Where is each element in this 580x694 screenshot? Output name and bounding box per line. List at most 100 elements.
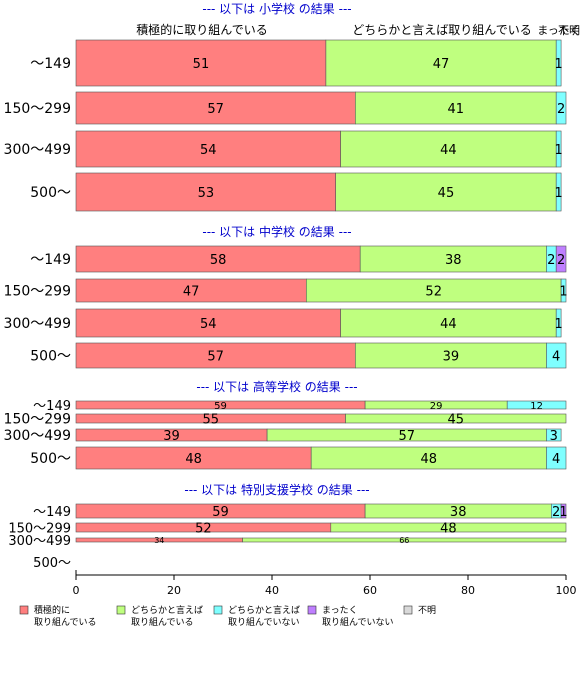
- data-label: 55: [202, 412, 219, 427]
- data-label: 58: [210, 253, 227, 268]
- category-label: 500〜: [33, 556, 71, 571]
- x-tick-label: 20: [167, 584, 181, 597]
- data-label: 2: [547, 253, 555, 268]
- group-title-3: --- 以下は 高等学校 の結果 ---: [196, 379, 357, 394]
- data-label: 59: [212, 505, 229, 520]
- x-tick-label: 100: [556, 584, 577, 597]
- category-label: 300〜499: [4, 316, 71, 332]
- data-label: 57: [398, 429, 415, 444]
- data-label: 53: [198, 186, 215, 201]
- legend-label: 取り組んでいる: [34, 616, 97, 628]
- group-title-1: --- 以下は 小学校 の結果 ---: [202, 1, 351, 16]
- bar-segment: [242, 537, 567, 543]
- data-label: 41: [447, 102, 464, 117]
- bar-segment: [75, 245, 361, 273]
- legend-swatch: [213, 605, 223, 615]
- data-label: 4: [552, 452, 560, 467]
- data-label: 38: [445, 253, 462, 268]
- bar-segment: [555, 308, 562, 338]
- data-label: 59: [214, 401, 227, 412]
- bar-segment: [555, 39, 562, 87]
- data-label: 4: [552, 349, 560, 364]
- group-title-2: --- 以下は 中学校 の結果 ---: [202, 224, 351, 239]
- category-label: 〜149: [30, 56, 71, 72]
- group-title-4: --- 以下は 特別支援学校 の結果 ---: [184, 482, 369, 497]
- data-label: 66: [399, 536, 409, 545]
- bar-segment: [335, 172, 557, 212]
- data-label: 44: [440, 143, 457, 158]
- bar-segment: [546, 428, 562, 442]
- data-label: 34: [154, 536, 164, 545]
- category-label: 〜149: [33, 399, 71, 414]
- bar-segment: [560, 278, 567, 303]
- bar-segment: [359, 245, 547, 273]
- legend-label: まったく: [322, 605, 358, 616]
- header-label-sekkyoku: 積極的に取り組んでいる: [136, 22, 267, 37]
- header-label-dochiraka: どちらかと言えば取り組んでいる: [352, 23, 531, 37]
- data-label: 38: [450, 505, 467, 520]
- bar-segment: [75, 91, 356, 125]
- header-label-fumei: 不明: [558, 24, 580, 37]
- category-label: 150〜299: [4, 284, 71, 300]
- category-label: 150〜299: [8, 522, 71, 537]
- bar-segment: [75, 130, 341, 168]
- data-label: 51: [193, 57, 210, 72]
- x-tick-label: 0: [73, 584, 80, 597]
- data-label: 2: [552, 505, 560, 520]
- data-label: 54: [200, 317, 217, 332]
- bar-segment: [506, 400, 567, 410]
- bar-segment: [75, 342, 356, 369]
- data-label: 47: [433, 57, 450, 72]
- legend-label: 取り組んでいない: [228, 616, 300, 628]
- bar-segment: [345, 413, 567, 424]
- data-label: 48: [421, 452, 438, 467]
- data-label: 54: [200, 143, 217, 158]
- bar-segment: [546, 342, 567, 369]
- data-label: 29: [430, 401, 443, 412]
- bar-segment: [340, 130, 557, 168]
- category-label: 〜149: [33, 505, 71, 520]
- category-label: 300〜499: [4, 142, 71, 158]
- data-label: 39: [443, 349, 460, 364]
- data-label: 1: [555, 57, 563, 72]
- data-label: 2: [557, 253, 565, 268]
- category-label: 〜149: [30, 252, 71, 268]
- data-label: 12: [530, 401, 543, 412]
- category-label: 500〜: [30, 349, 71, 365]
- category-label: 300〜499: [8, 534, 71, 549]
- x-tick-label: 60: [363, 584, 377, 597]
- legend-swatch: [116, 605, 126, 615]
- data-label: 52: [195, 521, 212, 536]
- legend-swatch: [307, 605, 317, 615]
- data-label: 2: [557, 102, 565, 117]
- legend-label: 不明: [418, 605, 436, 616]
- category-label: 300〜499: [4, 428, 71, 444]
- bar-segment: [555, 172, 562, 212]
- x-tick-label: 40: [265, 584, 279, 597]
- data-label: 1: [555, 317, 563, 332]
- legend-label: どちらかと言えば: [131, 604, 203, 616]
- bar-segment: [354, 342, 547, 369]
- data-label: 1: [555, 143, 563, 158]
- data-label: 52: [425, 284, 442, 299]
- data-label: 48: [185, 452, 202, 467]
- bar-segment: [340, 308, 557, 338]
- data-label: 47: [183, 284, 200, 299]
- bar-segment: [555, 245, 567, 273]
- category-label: 500〜: [30, 185, 71, 201]
- bar-segment: [555, 130, 562, 168]
- bar-segment: [330, 522, 567, 533]
- data-label: 3: [550, 429, 558, 444]
- legend-swatch: [19, 605, 29, 615]
- bar-segment: [75, 308, 341, 338]
- bar-segment: [546, 446, 567, 470]
- bar-segment: [75, 172, 337, 212]
- data-label: 45: [438, 186, 455, 201]
- data-label: 1: [555, 186, 563, 201]
- data-label: 45: [447, 412, 464, 427]
- bar-segment: [560, 503, 567, 519]
- legend-label: どちらかと言えば: [228, 604, 300, 616]
- header-label-mattaku: まったく: [537, 24, 580, 37]
- bar-segment: [354, 91, 557, 125]
